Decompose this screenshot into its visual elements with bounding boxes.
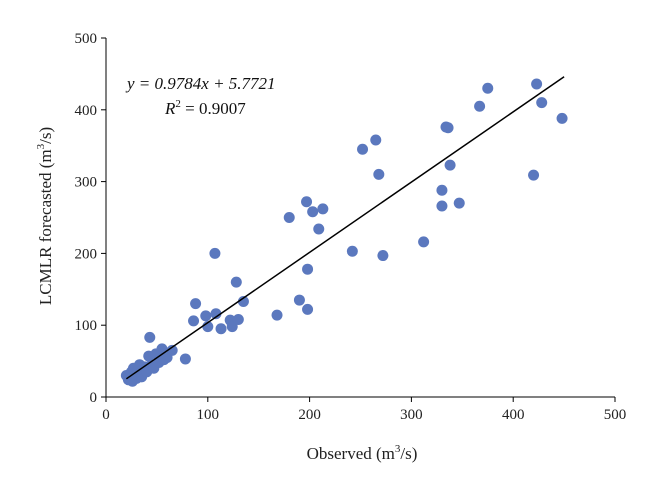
y-tick-label: 300 — [75, 175, 98, 191]
x-tick-label: 500 — [604, 407, 627, 423]
data-point — [444, 159, 456, 171]
data-point — [453, 197, 465, 209]
y-tick-label: 100 — [75, 318, 98, 334]
data-point — [301, 196, 313, 208]
data-point — [232, 313, 244, 325]
data-point — [442, 122, 454, 134]
data-point — [200, 310, 212, 322]
data-points — [120, 78, 568, 387]
regression-equation: y = 0.9784x + 5.7721 — [125, 74, 276, 93]
data-point — [166, 344, 178, 356]
data-point — [357, 143, 369, 155]
data-point — [370, 134, 382, 146]
data-point — [271, 309, 283, 321]
data-point — [307, 206, 319, 218]
data-point — [474, 100, 486, 112]
regression-line — [125, 76, 565, 380]
x-tick-label: 0 — [102, 407, 110, 423]
x-tick-label: 400 — [502, 407, 525, 423]
y-axis-label: LCMLR forecasted (m3/s) — [35, 127, 55, 305]
data-point — [418, 236, 430, 248]
data-point — [302, 303, 314, 315]
data-point — [144, 331, 156, 343]
data-point — [317, 203, 329, 215]
data-point — [528, 169, 540, 181]
data-point — [209, 247, 221, 259]
data-point — [436, 184, 448, 196]
data-point — [210, 308, 222, 320]
data-point — [531, 78, 543, 90]
data-point — [302, 263, 314, 275]
y-tick-label: 400 — [75, 103, 98, 119]
data-point — [283, 212, 295, 223]
data-point — [237, 296, 249, 308]
data-point — [293, 294, 305, 306]
x-tick-label: 300 — [400, 407, 423, 423]
x-tick-label: 100 — [197, 407, 220, 423]
data-point — [346, 245, 358, 257]
y-tick-label: 500 — [75, 31, 98, 47]
data-point — [436, 200, 448, 212]
x-axis-label: Observed (m3/s) — [307, 443, 418, 463]
data-point — [215, 323, 227, 335]
data-point — [373, 168, 385, 180]
data-point — [188, 315, 200, 327]
x-tick-label: 200 — [298, 407, 321, 423]
data-point — [482, 82, 494, 94]
data-point — [377, 250, 389, 262]
data-point — [179, 353, 191, 365]
data-point — [536, 97, 548, 109]
data-point — [556, 112, 568, 124]
data-point — [190, 298, 202, 310]
y-tick-label: 0 — [90, 390, 98, 406]
data-point — [313, 223, 325, 235]
axes: 0 100 200 300 400 500 0 100 200 300 400 500 — [75, 31, 627, 423]
r-squared-label: R2 = 0.9007 — [164, 98, 246, 118]
data-point — [230, 276, 242, 288]
data-point — [226, 321, 238, 333]
y-tick-label: 200 — [75, 246, 98, 262]
